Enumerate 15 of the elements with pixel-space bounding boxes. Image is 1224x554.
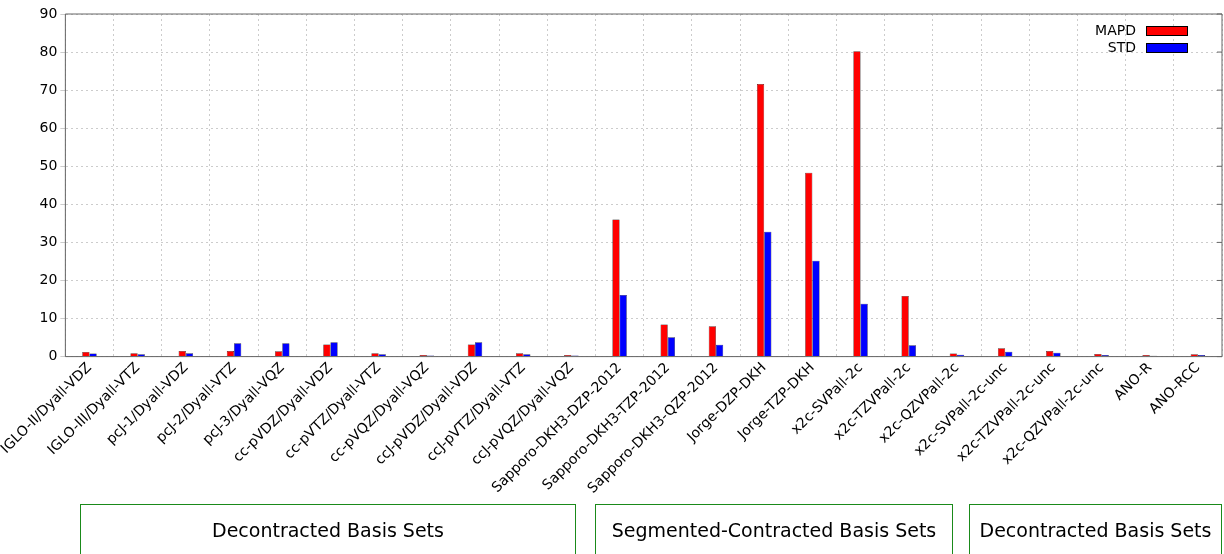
text: Segmented-Contracted Basis Sets <box>595 504 953 554</box>
y-tick-label: 90 <box>39 4 58 21</box>
y-tick-label: 10 <box>39 309 58 326</box>
y-tick-label: 80 <box>39 42 58 59</box>
y-tick-label: 0 <box>48 347 58 364</box>
y-tick-label: 70 <box>39 80 58 97</box>
legend-label: STD <box>1107 39 1136 56</box>
text: Decontracted Basis Sets <box>969 504 1222 554</box>
text: Decontracted Basis Sets <box>80 504 576 554</box>
y-tick-label: 60 <box>39 118 58 135</box>
y-tick-label: 40 <box>39 194 58 211</box>
y-tick-label: 30 <box>39 233 58 250</box>
legend-label: MAPD <box>1095 22 1136 39</box>
y-tick-label: 50 <box>39 156 58 173</box>
y-tick-label: 20 <box>39 271 58 288</box>
